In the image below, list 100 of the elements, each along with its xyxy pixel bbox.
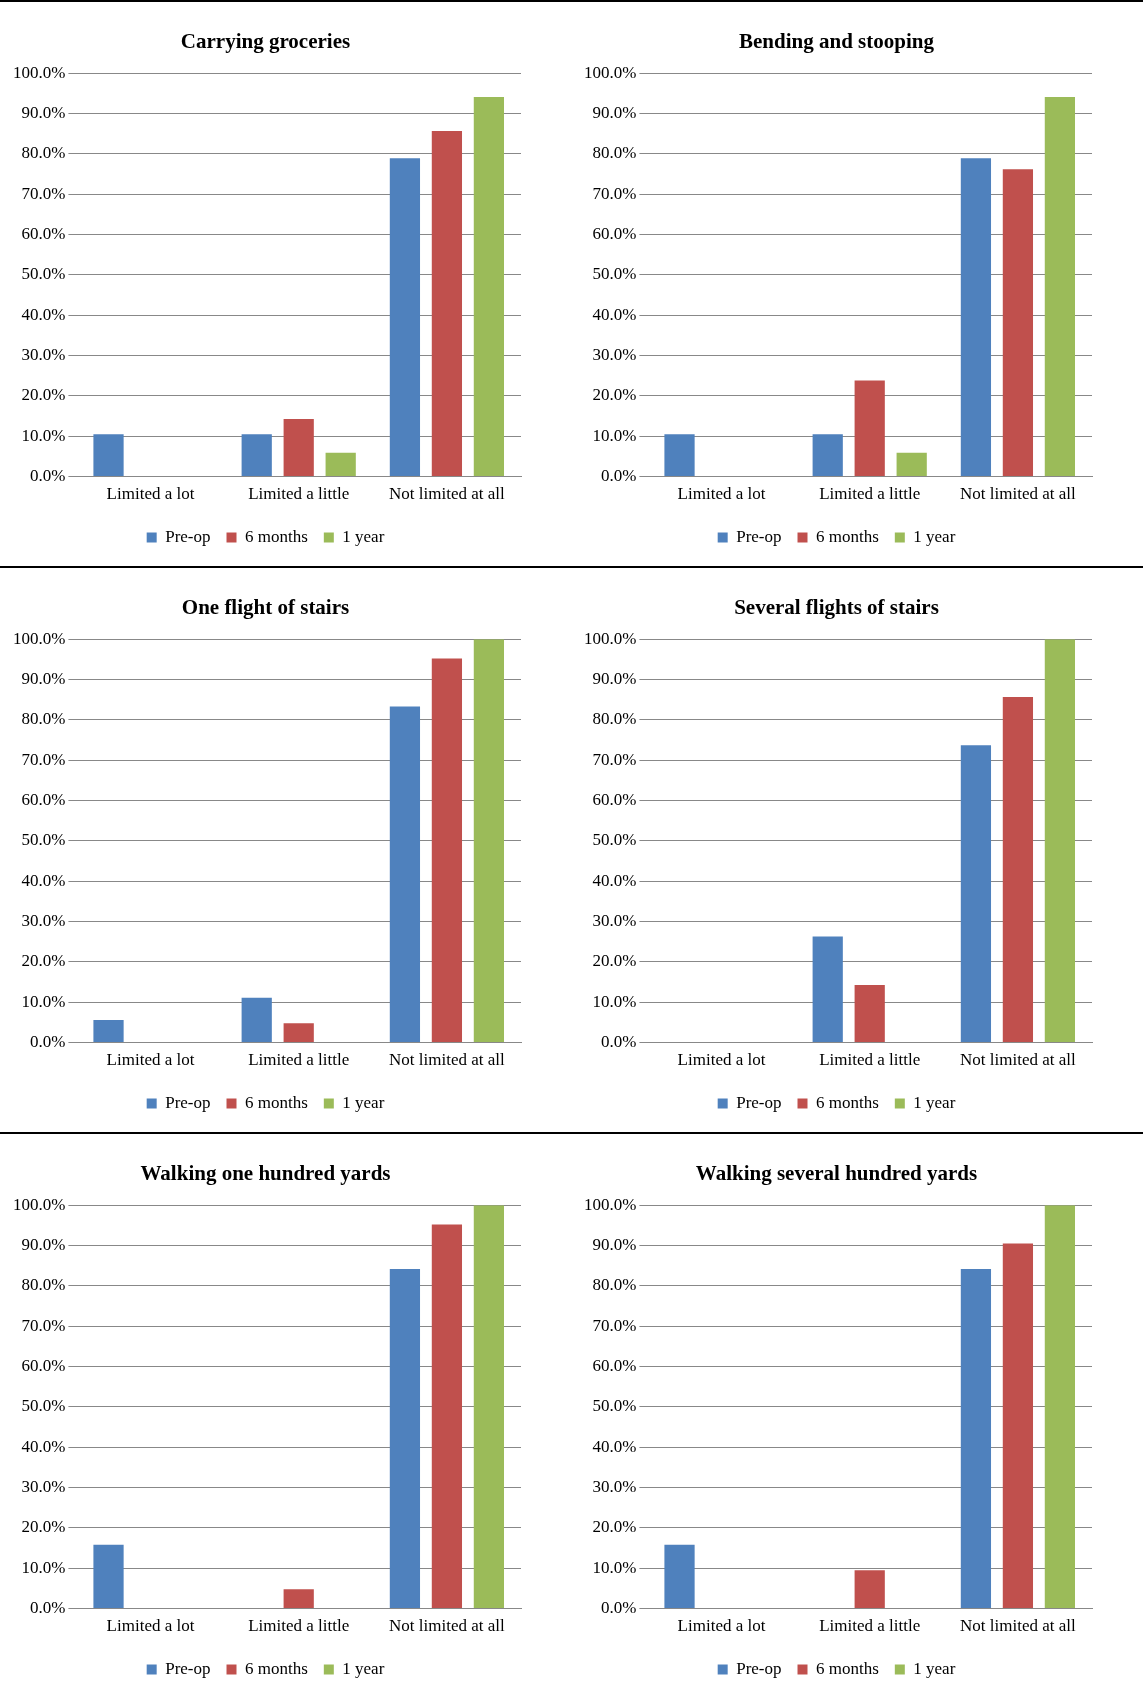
bar [854,1570,885,1609]
bar [93,1544,124,1609]
legend-label: Pre-op [736,1092,782,1112]
y-tick-label: 0.0% [29,1032,66,1052]
y-tick-label: 20.0% [592,1517,637,1537]
y-tick-label: 10.0% [592,425,637,445]
legend-label: 6 months [816,526,879,546]
bar [93,434,124,477]
bar [389,706,421,1043]
legend-label: Pre-op [736,526,782,546]
legend-label: 6 months [245,1092,308,1112]
bar [812,936,843,1043]
x-tick-label: Limited a lot [106,1616,195,1636]
x-tick-label: Limited a little [819,1616,921,1636]
y-tick-label: 40.0% [592,1436,637,1456]
bar [389,1268,421,1609]
x-tick-label: Not limited at all [389,1616,506,1636]
chart-title: Walking several hundred yards [695,1161,978,1186]
bar [1002,696,1034,1043]
y-tick-label: 100.0% [583,62,637,82]
y-tick-label: 40.0% [21,304,66,324]
y-tick-label: 40.0% [592,870,637,890]
bar [283,418,314,477]
legend-label: 1 year [913,1092,956,1112]
bar [283,1023,314,1043]
y-tick-label: 90.0% [21,103,66,123]
y-tick-label: 50.0% [21,264,66,284]
y-tick-label: 100.0% [12,62,66,82]
chart-title: Carrying groceries [180,29,351,54]
y-tick-label: 30.0% [21,1477,66,1497]
y-tick-label: 90.0% [592,669,637,689]
bar [93,1020,124,1043]
x-tick-label: Not limited at all [389,484,506,504]
y-tick-label: 60.0% [592,1356,637,1376]
y-tick-label: 10.0% [21,425,66,445]
x-tick-label: Limited a little [819,484,921,504]
y-tick-label: 60.0% [21,224,66,244]
y-tick-label: 20.0% [592,951,637,971]
y-tick-label: 40.0% [21,870,66,890]
y-tick-label: 70.0% [592,1315,637,1335]
y-tick-label: 80.0% [592,143,637,163]
bar [1002,169,1034,477]
y-tick-label: 70.0% [592,183,637,203]
chart-title: Walking one hundred yards [140,1161,391,1186]
y-tick-label: 0.0% [600,466,637,486]
x-tick-label: Not limited at all [960,1050,1077,1070]
y-tick-label: 80.0% [21,143,66,163]
x-tick-label: Not limited at all [960,484,1077,504]
y-tick-label: 70.0% [21,183,66,203]
y-tick-label: 40.0% [21,1436,66,1456]
y-tick-label: 60.0% [21,1356,66,1376]
bar [1044,97,1076,477]
y-tick-label: 70.0% [21,1315,66,1335]
chart-title: One flight of stairs [181,595,350,620]
x-tick-label: Limited a little [248,484,350,504]
bar [325,452,356,477]
y-tick-label: 20.0% [21,951,66,971]
y-tick-label: 40.0% [592,304,637,324]
y-tick-label: 30.0% [21,345,66,365]
bar [241,434,272,477]
y-tick-label: 30.0% [21,911,66,931]
y-tick-label: 60.0% [21,790,66,810]
x-tick-label: Limited a lot [677,1616,766,1636]
chart-title: Several flights of stairs [734,595,939,620]
y-tick-label: 90.0% [21,1235,66,1255]
y-tick-label: 80.0% [21,1275,66,1295]
legend-label: Pre-op [736,1658,782,1678]
legend-label: 6 months [245,1658,308,1678]
y-tick-label: 10.0% [592,1557,637,1577]
bar [283,1589,314,1609]
x-tick-label: Limited a little [819,1050,921,1070]
x-tick-label: Limited a lot [677,1050,766,1070]
y-tick-label: 80.0% [21,709,66,729]
y-tick-label: 20.0% [21,385,66,405]
bar [1002,1243,1034,1609]
bar [1044,639,1076,1043]
y-tick-label: 10.0% [21,991,66,1011]
y-tick-label: 70.0% [592,749,637,769]
bar [664,434,695,477]
y-tick-label: 0.0% [600,1032,637,1052]
bar [241,997,272,1043]
legend-label: 6 months [816,1092,879,1112]
y-tick-label: 50.0% [592,264,637,284]
y-tick-label: 90.0% [592,1235,637,1255]
y-tick-label: 20.0% [21,1517,66,1537]
bar [1044,1205,1076,1609]
y-tick-label: 80.0% [592,1275,637,1295]
y-tick-label: 60.0% [592,790,637,810]
y-tick-label: 30.0% [592,1477,637,1497]
bar [431,1224,463,1609]
y-tick-label: 100.0% [12,628,66,648]
bar [431,130,463,477]
y-tick-label: 100.0% [583,628,637,648]
x-tick-label: Limited a little [248,1616,350,1636]
bar [960,745,992,1043]
x-tick-label: Limited a little [248,1050,350,1070]
legend-label: 6 months [245,526,308,546]
bar [960,158,992,477]
x-tick-label: Not limited at all [960,1616,1077,1636]
bar [896,452,927,477]
